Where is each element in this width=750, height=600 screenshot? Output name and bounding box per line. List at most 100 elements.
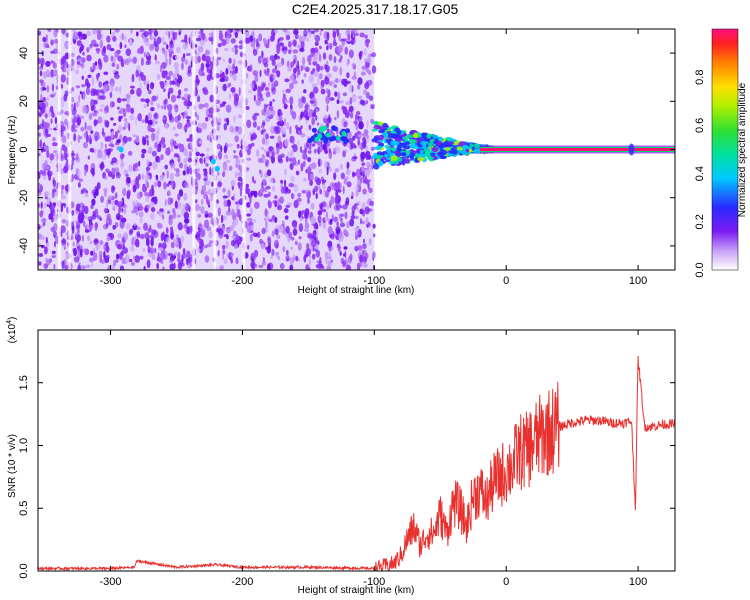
spectrogram-xtick-label: -300: [100, 275, 122, 287]
noise-speckle: [196, 231, 201, 238]
noise-speckle: [203, 102, 209, 108]
noise-speckle: [76, 176, 80, 181]
noise-speckle: [266, 159, 269, 165]
noise-speckle: [216, 143, 222, 150]
noise-speckle: [262, 38, 267, 43]
noise-speckle: [77, 58, 83, 62]
noise-speckle: [156, 262, 160, 270]
noise-speckle: [361, 202, 366, 210]
noise-speckle: [50, 39, 54, 46]
noise-speckle: [84, 229, 90, 233]
noise-speckle: [371, 52, 377, 58]
noise-speckle: [290, 236, 295, 241]
noise-speckle: [209, 69, 213, 79]
noise-speckle: [302, 153, 308, 160]
noise-speckle: [44, 113, 48, 119]
noise-speckle: [288, 231, 293, 239]
noise-speckle: [91, 198, 96, 206]
noise-speckle: [183, 181, 189, 188]
noise-speckle: [294, 240, 298, 246]
noise-speckle: [174, 251, 178, 256]
noise-speckle: [365, 253, 369, 259]
noise-speckle: [134, 177, 140, 185]
patch-blob: [341, 131, 347, 136]
noise-speckle: [245, 72, 249, 79]
noise-speckle: [362, 188, 367, 195]
ridge-blob: [386, 127, 392, 131]
ridge-blob: [412, 132, 419, 139]
noise-speckle: [303, 177, 307, 182]
noise-speckle: [71, 87, 75, 92]
noise-speckle: [178, 241, 182, 250]
noise-speckle: [298, 115, 301, 122]
noise-speckle: [340, 257, 345, 265]
noise-speckle: [216, 217, 219, 225]
ridge-blob: [371, 128, 378, 132]
noise-speckle: [176, 214, 181, 218]
noise-speckle: [64, 118, 68, 126]
noise-speckle: [135, 116, 138, 126]
noise-speckle: [222, 83, 228, 92]
noise-speckle: [122, 126, 126, 131]
noise-speckle: [324, 39, 328, 45]
noise-speckle: [97, 94, 100, 99]
noise-speckle: [87, 216, 93, 222]
noise-speckle: [274, 200, 278, 208]
noise-speckle: [324, 217, 331, 221]
noise-speckle: [185, 250, 190, 259]
noise-speckle: [320, 29, 323, 32]
noise-speckle: [155, 95, 159, 100]
ridge-blob: [372, 120, 379, 126]
noise-speckle: [235, 257, 239, 265]
noise-speckle: [168, 70, 174, 77]
noise-speckle: [300, 111, 304, 118]
noise-speckle: [301, 150, 305, 154]
spectrogram-ytick-label: 40: [18, 47, 30, 59]
noise-speckle: [77, 182, 81, 188]
noise-speckle: [51, 253, 57, 257]
noise-speckle: [329, 97, 335, 101]
noise-speckle: [184, 163, 188, 171]
noise-speckle: [60, 194, 67, 200]
noise-speckle: [170, 226, 173, 231]
noise-speckle: [150, 44, 155, 49]
noise-speckle: [323, 161, 328, 169]
noise-speckle: [183, 193, 188, 201]
noise-speckle: [145, 114, 149, 124]
noise-speckle: [104, 136, 109, 142]
noise-speckle: [84, 106, 88, 113]
noise-speckle: [363, 89, 368, 95]
noise-speckle: [337, 46, 343, 54]
ridge-blob: [439, 143, 447, 148]
noise-speckle: [263, 193, 269, 198]
noise-speckle: [183, 211, 190, 220]
noise-speckle: [303, 89, 307, 94]
noise-speckle: [332, 80, 336, 85]
noise-speckle: [340, 172, 345, 180]
noise-speckle: [355, 114, 358, 122]
noise-speckle: [238, 87, 241, 96]
noise-speckle: [226, 35, 231, 43]
noise-speckle: [42, 121, 46, 125]
noise-speckle: [215, 199, 219, 204]
noise-speckle: [172, 126, 176, 131]
noise-speckle: [259, 187, 264, 194]
noise-speckle: [310, 70, 314, 75]
noise-speckle: [233, 155, 239, 159]
noise-speckle: [299, 47, 305, 53]
noise-speckle: [72, 31, 78, 40]
noise-speckle: [173, 62, 179, 70]
noise-speckle: [173, 262, 176, 270]
noise-speckle: [199, 206, 205, 211]
noise-speckle: [199, 153, 205, 157]
noise-speckle: [98, 250, 103, 257]
noise-speckle: [111, 167, 115, 176]
noise-speckle: [221, 39, 226, 47]
noise-speckle: [264, 70, 270, 76]
noise-speckle: [225, 240, 229, 250]
noise-speckle: [258, 158, 264, 164]
noise-speckle: [176, 95, 181, 99]
noise-speckle: [80, 126, 85, 132]
noise-speckle: [363, 263, 368, 268]
noise-speckle: [73, 219, 77, 223]
